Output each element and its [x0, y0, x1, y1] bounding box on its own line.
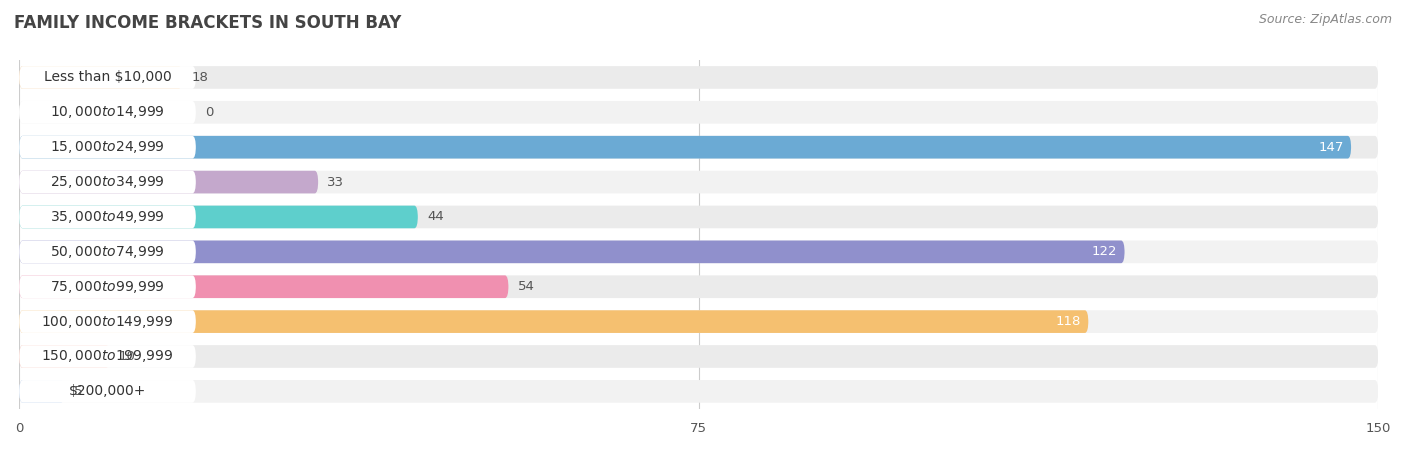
FancyBboxPatch shape [20, 66, 183, 89]
Text: Source: ZipAtlas.com: Source: ZipAtlas.com [1258, 14, 1392, 27]
FancyBboxPatch shape [20, 240, 1378, 263]
Text: $200,000+: $200,000+ [69, 384, 146, 398]
FancyBboxPatch shape [20, 66, 1378, 89]
Text: $75,000 to $99,999: $75,000 to $99,999 [51, 279, 165, 295]
Text: $50,000 to $74,999: $50,000 to $74,999 [51, 244, 165, 260]
Text: $100,000 to $149,999: $100,000 to $149,999 [41, 314, 174, 329]
FancyBboxPatch shape [20, 206, 418, 228]
Text: $25,000 to $34,999: $25,000 to $34,999 [51, 174, 165, 190]
Text: 10: 10 [120, 350, 136, 363]
FancyBboxPatch shape [20, 101, 1378, 124]
Text: Less than $10,000: Less than $10,000 [44, 71, 172, 85]
Text: 18: 18 [191, 71, 208, 84]
FancyBboxPatch shape [20, 171, 318, 194]
FancyBboxPatch shape [20, 136, 1351, 158]
Text: 118: 118 [1056, 315, 1081, 328]
FancyBboxPatch shape [20, 171, 1378, 194]
Text: $10,000 to $14,999: $10,000 to $14,999 [51, 104, 165, 120]
Text: 147: 147 [1319, 141, 1344, 154]
FancyBboxPatch shape [20, 345, 195, 368]
FancyBboxPatch shape [20, 310, 1378, 333]
Text: FAMILY INCOME BRACKETS IN SOUTH BAY: FAMILY INCOME BRACKETS IN SOUTH BAY [14, 14, 402, 32]
FancyBboxPatch shape [20, 380, 195, 403]
Text: 54: 54 [517, 280, 534, 293]
FancyBboxPatch shape [20, 66, 195, 89]
Text: 33: 33 [328, 176, 344, 189]
FancyBboxPatch shape [20, 101, 195, 124]
FancyBboxPatch shape [20, 136, 195, 158]
FancyBboxPatch shape [20, 310, 195, 333]
FancyBboxPatch shape [20, 310, 1088, 333]
FancyBboxPatch shape [20, 136, 1378, 158]
FancyBboxPatch shape [20, 275, 1378, 298]
FancyBboxPatch shape [20, 240, 195, 263]
FancyBboxPatch shape [20, 345, 110, 368]
Text: $35,000 to $49,999: $35,000 to $49,999 [51, 209, 165, 225]
Text: 122: 122 [1092, 245, 1118, 258]
FancyBboxPatch shape [20, 275, 195, 298]
FancyBboxPatch shape [20, 206, 195, 228]
Text: 44: 44 [427, 211, 444, 224]
Text: $150,000 to $199,999: $150,000 to $199,999 [41, 348, 174, 364]
Text: 0: 0 [205, 106, 214, 119]
FancyBboxPatch shape [20, 345, 1378, 368]
FancyBboxPatch shape [20, 380, 1378, 403]
FancyBboxPatch shape [20, 275, 509, 298]
FancyBboxPatch shape [20, 240, 1125, 263]
FancyBboxPatch shape [20, 171, 195, 194]
FancyBboxPatch shape [20, 206, 1378, 228]
Text: 5: 5 [73, 385, 82, 398]
Text: $15,000 to $24,999: $15,000 to $24,999 [51, 139, 165, 155]
FancyBboxPatch shape [20, 380, 65, 403]
